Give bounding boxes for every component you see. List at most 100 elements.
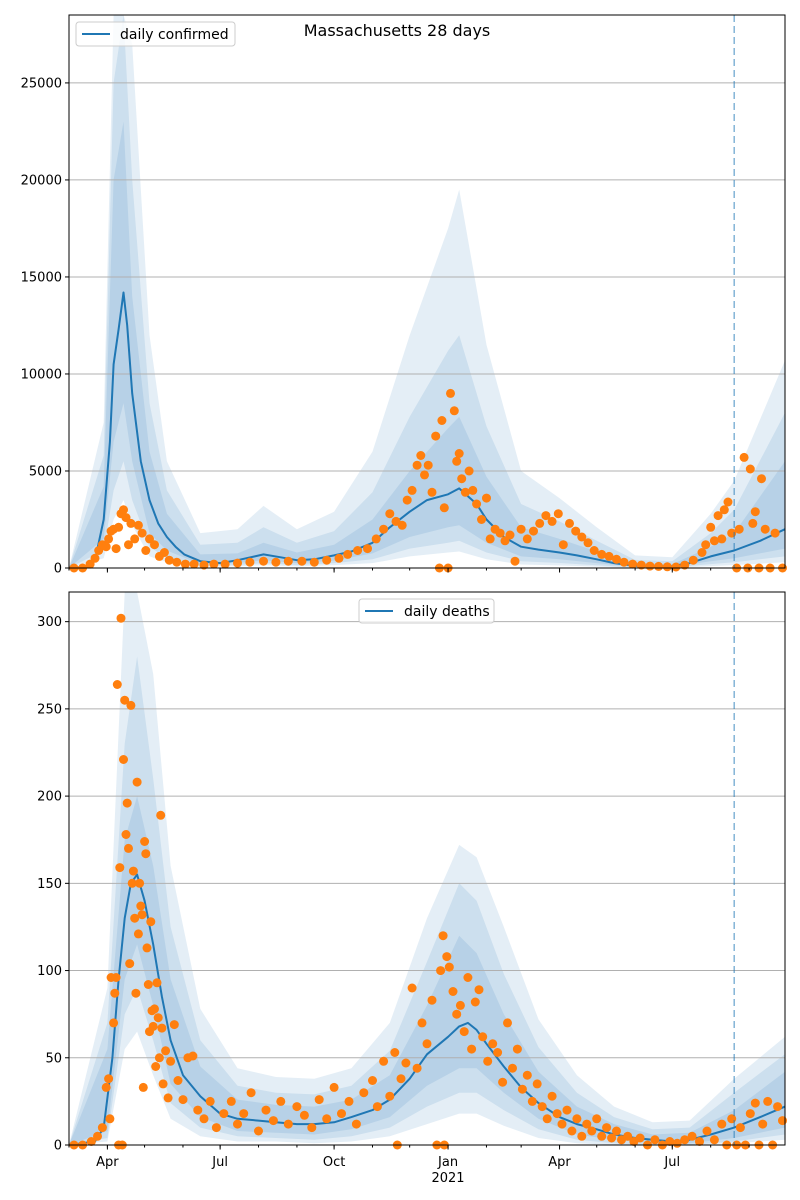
bottom-data-point bbox=[478, 1032, 488, 1042]
top-data-point bbox=[577, 532, 587, 542]
bottom-data-point bbox=[86, 1137, 96, 1146]
x-axis-year-label: 2021 bbox=[431, 1171, 464, 1186]
bottom-data-point bbox=[422, 1039, 432, 1049]
bottom-data-point bbox=[133, 929, 143, 939]
top-data-point bbox=[547, 516, 557, 526]
bottom-data-point bbox=[283, 1119, 293, 1129]
bottom-data-point bbox=[131, 988, 141, 998]
top-data-point bbox=[739, 452, 749, 462]
bottom-data-point bbox=[379, 1056, 389, 1066]
bottom-legend-label: daily deaths bbox=[404, 604, 490, 620]
bottom-data-point bbox=[130, 913, 140, 923]
bottom-data-point bbox=[695, 1137, 704, 1146]
bottom-data-point bbox=[152, 978, 162, 988]
bottom-data-point bbox=[239, 1109, 249, 1119]
top-data-point bbox=[748, 518, 758, 528]
top-data-point bbox=[385, 509, 395, 519]
bottom-data-point bbox=[116, 613, 126, 623]
top-data-point bbox=[495, 528, 505, 538]
bottom-data-point bbox=[607, 1133, 617, 1143]
bottom-data-point bbox=[401, 1058, 411, 1068]
top-data-point bbox=[159, 548, 169, 557]
bottom-data-point bbox=[156, 810, 166, 820]
bottom-data-point bbox=[612, 1126, 621, 1136]
bottom-data-point bbox=[233, 1119, 242, 1129]
top-data-point bbox=[104, 534, 114, 544]
top-y-tick-label: 25000 bbox=[21, 76, 62, 91]
bottom-data-point bbox=[427, 995, 437, 1005]
top-data-point bbox=[757, 474, 766, 484]
bottom-data-point bbox=[137, 910, 147, 920]
bottom-data-point bbox=[463, 973, 473, 982]
top-uncertainty-bands bbox=[69, 15, 785, 568]
top-data-point bbox=[597, 549, 607, 559]
bottom-data-point bbox=[276, 1096, 286, 1106]
bottom-data-point bbox=[680, 1135, 690, 1145]
top-data-point bbox=[397, 520, 407, 530]
bottom-data-point bbox=[261, 1105, 271, 1115]
bottom-band-outer bbox=[69, 592, 785, 1145]
bottom-data-point bbox=[474, 985, 484, 995]
bottom-data-point bbox=[709, 1135, 719, 1145]
top-data-point bbox=[719, 505, 729, 515]
bottom-data-point bbox=[763, 1096, 773, 1106]
bottom-data-point bbox=[111, 973, 121, 982]
top-data-point bbox=[363, 544, 372, 554]
top-data-point bbox=[558, 540, 568, 550]
bottom-data-point bbox=[169, 1020, 179, 1030]
bottom-data-point bbox=[602, 1123, 612, 1133]
bottom-data-point bbox=[778, 1116, 787, 1126]
bottom-data-point bbox=[153, 1013, 163, 1023]
top-legend-label: daily confirmed bbox=[120, 27, 229, 43]
top-y-tick-label: 20000 bbox=[21, 173, 62, 188]
bottom-data-point bbox=[163, 1093, 173, 1103]
bottom-data-point bbox=[211, 1123, 221, 1133]
bottom-data-point bbox=[372, 1102, 382, 1112]
top-data-point bbox=[124, 540, 133, 550]
top-data-point bbox=[477, 515, 486, 524]
top-data-point bbox=[172, 557, 182, 567]
bottom-data-point bbox=[552, 1109, 562, 1119]
top-data-point bbox=[468, 485, 478, 495]
bottom-data-point bbox=[127, 878, 137, 888]
bottom-data-point bbox=[665, 1137, 675, 1146]
top-data-point bbox=[259, 556, 268, 566]
bottom-data-point bbox=[745, 1109, 755, 1119]
top-data-point bbox=[423, 460, 433, 470]
top-data-point bbox=[114, 522, 124, 532]
bottom-data-point bbox=[104, 1074, 114, 1084]
top-data-point bbox=[452, 456, 462, 466]
bottom-band-inner bbox=[69, 796, 785, 1145]
bottom-data-point bbox=[470, 997, 480, 1007]
top-data-point bbox=[604, 551, 614, 561]
bottom-data-point bbox=[344, 1096, 354, 1106]
top-data-point bbox=[189, 559, 199, 569]
bottom-data-point bbox=[307, 1123, 317, 1133]
bottom-data-point bbox=[567, 1126, 577, 1136]
bottom-data-point bbox=[226, 1096, 236, 1106]
top-data-point bbox=[416, 451, 426, 460]
bottom-data-point bbox=[522, 1070, 532, 1080]
bottom-data-point bbox=[151, 1062, 161, 1071]
top-data-point bbox=[111, 544, 121, 554]
top-data-point bbox=[141, 546, 151, 555]
top-data-point bbox=[334, 553, 344, 563]
bottom-data-point bbox=[455, 1000, 465, 1010]
bottom-data-point bbox=[542, 1114, 552, 1124]
bottom-data-point bbox=[138, 1082, 148, 1092]
bottom-data-point bbox=[717, 1119, 727, 1129]
top-data-point bbox=[612, 554, 621, 564]
bottom-data-point bbox=[322, 1114, 332, 1124]
top-legend-box bbox=[75, 21, 236, 47]
bottom-data-point bbox=[101, 1082, 111, 1092]
bottom-data-point bbox=[112, 680, 122, 689]
top-data-point bbox=[541, 511, 551, 521]
bottom-data-point bbox=[587, 1126, 597, 1136]
top-band-outer bbox=[69, 15, 785, 568]
top-data-point bbox=[180, 559, 190, 569]
top-panel: 0 5000 10000 15000 20000 25000 daily confirme… bbox=[21, 14, 787, 577]
top-data-point bbox=[233, 558, 242, 568]
bottom-data-point bbox=[547, 1091, 557, 1101]
bottom-data-point bbox=[143, 980, 153, 989]
top-data-point bbox=[760, 524, 770, 534]
